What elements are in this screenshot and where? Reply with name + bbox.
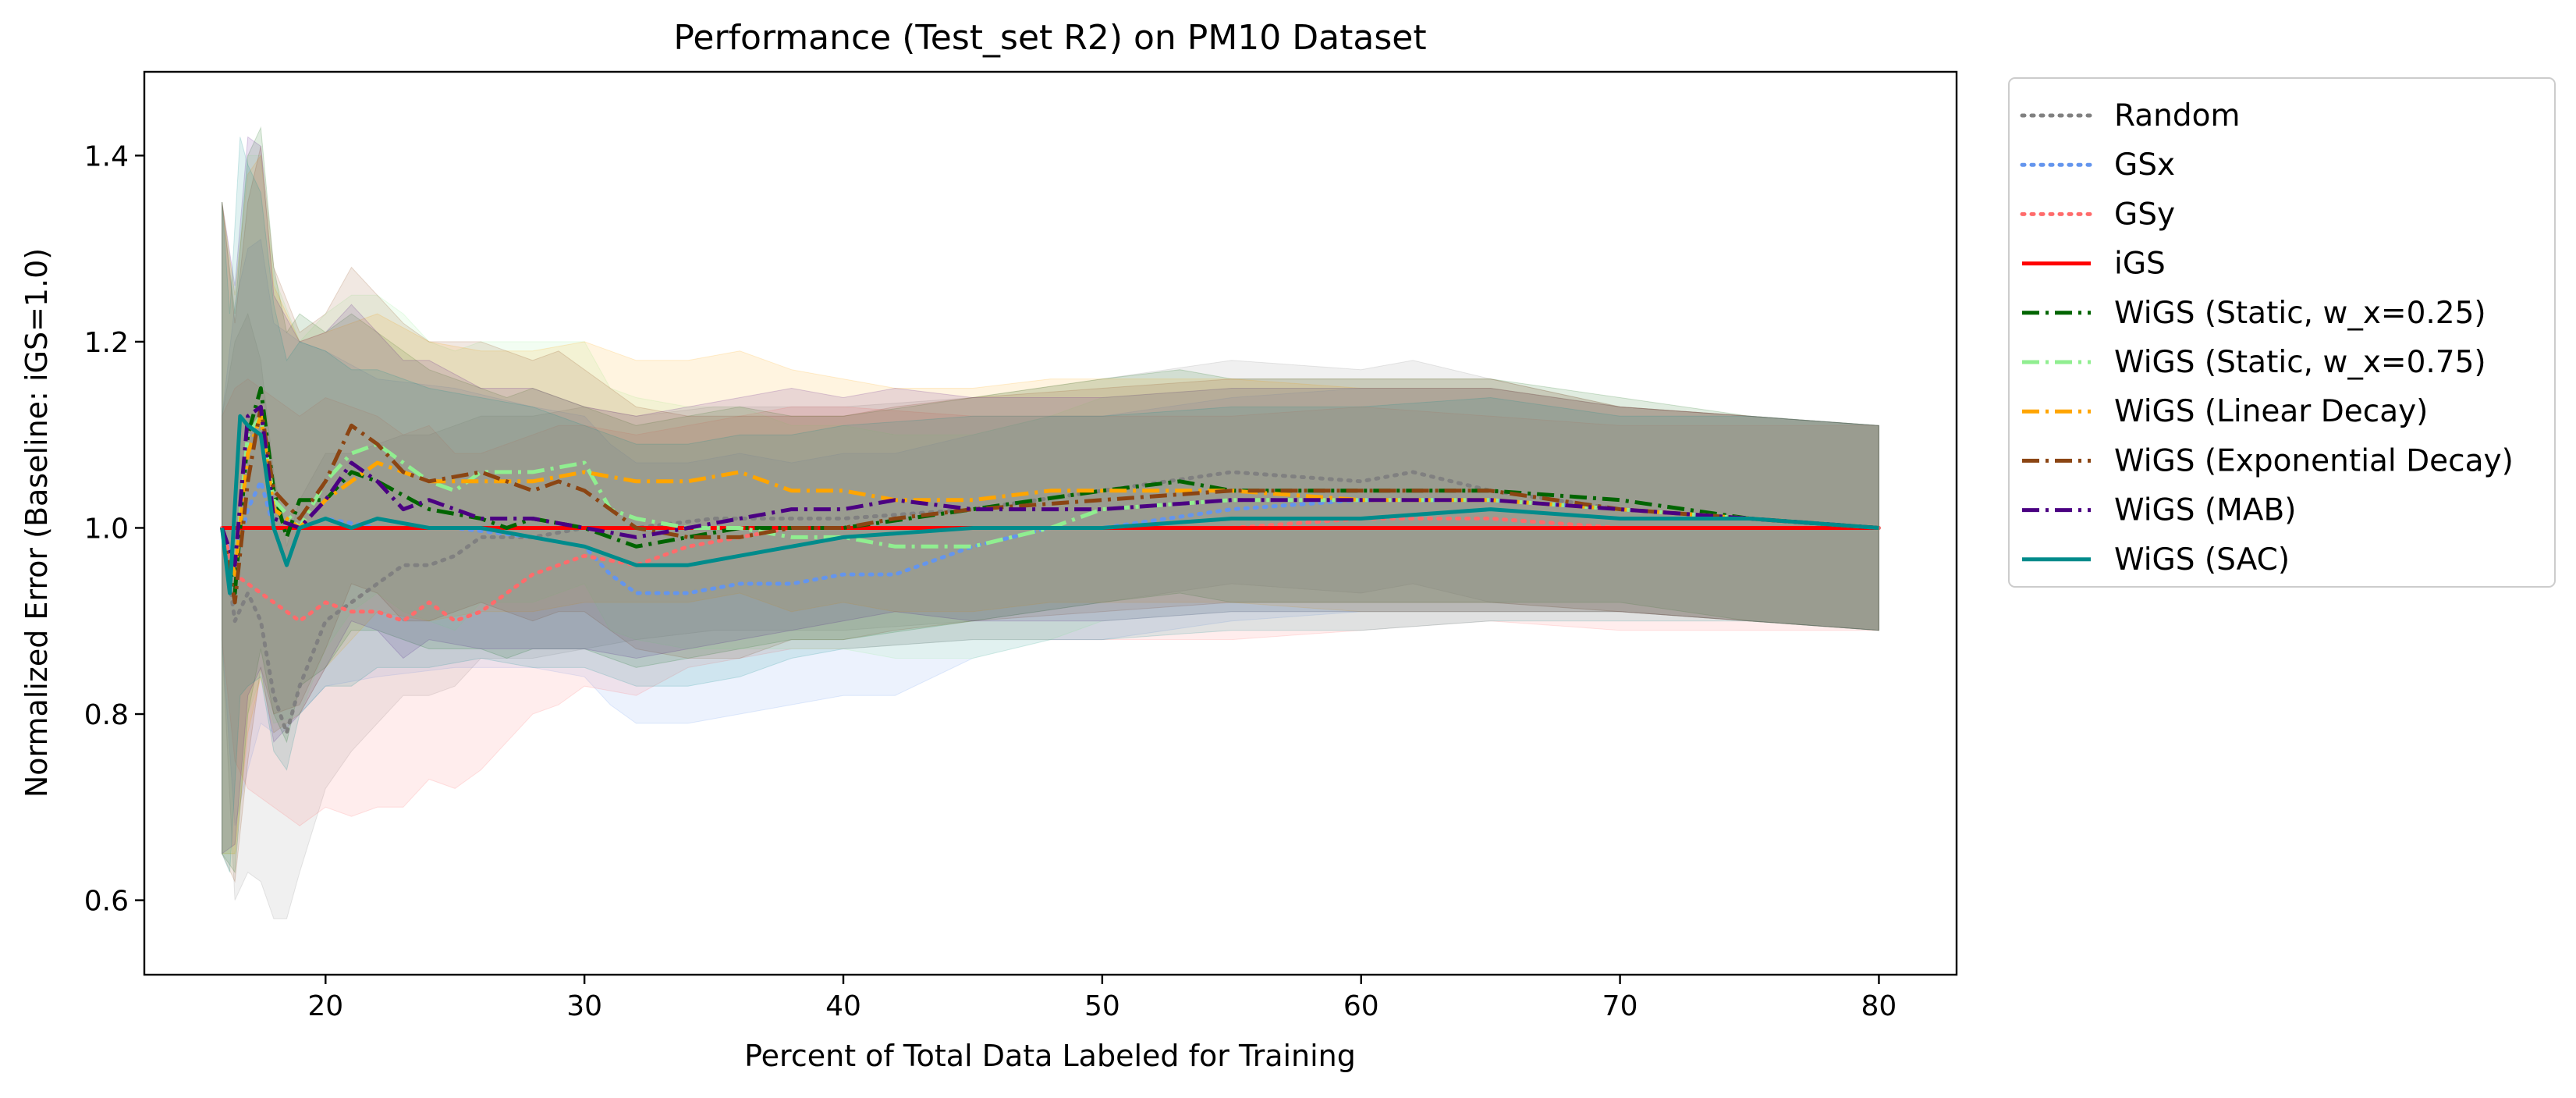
series-line-wigs-exponential-decay [220, 404, 1879, 605]
series-line-wigs-mab [220, 404, 1879, 567]
series-line-random [220, 470, 1881, 735]
variability-bands [222, 126, 1879, 919]
legend-label-gsy: GSy [2114, 197, 2175, 232]
plot-area [143, 70, 1958, 976]
y-tick-label: 1.0 [84, 513, 129, 545]
x-axis-label: Percent of Total Data Labeled for Traini… [744, 1039, 1356, 1073]
chart-title: Performance (Test_set R2) on PM10 Datase… [673, 18, 1426, 58]
band-wigs-linear-decay [222, 155, 1879, 855]
series-lines [220, 386, 1881, 735]
legend-label-wigs-static-w-x-0-75: WiGS (Static, w_x=0.75) [2114, 345, 2486, 380]
x-tick-label: 60 [1343, 990, 1379, 1022]
y-tick-label: 0.8 [84, 699, 129, 731]
legend-box [2008, 77, 2556, 588]
y-tick-label: 1.2 [84, 327, 129, 359]
x-axis: 20 30 40 50 60 70 80 [307, 975, 1897, 1022]
y-tick-label: 1.4 [84, 140, 129, 172]
x-tick-label: 40 [825, 990, 861, 1022]
series-line-wigs-sac [220, 414, 1879, 595]
series-line-wigs-linear-decay [220, 414, 1879, 577]
legend-label-wigs-static-w-x-0-25: WiGS (Static, w_x=0.25) [2114, 296, 2486, 331]
series-line-gsy [220, 517, 1881, 624]
x-tick-label: 70 [1602, 990, 1638, 1022]
legend-label-random: Random [2114, 98, 2240, 133]
y-axis: 0.6 0.8 1.0 1.2 1.4 [84, 140, 144, 918]
band-gsx [222, 238, 1879, 826]
legend-label-wigs-exponential-decay: WiGS (Exponential Decay) [2114, 443, 2514, 478]
x-tick-label: 50 [1084, 990, 1120, 1022]
series-line-gsx [220, 479, 1881, 595]
legend-label-wigs-mab: WiGS (MAB) [2114, 493, 2296, 528]
band-wigs-sac [222, 137, 1879, 872]
legend-label-igs: iGS [2114, 247, 2166, 282]
x-tick-label: 30 [566, 990, 602, 1022]
x-tick-label: 20 [307, 990, 343, 1022]
x-tick-label: 80 [1861, 990, 1897, 1022]
legend-label-wigs-linear-decay: WiGS (Linear Decay) [2114, 394, 2428, 429]
y-tick-label: 0.6 [84, 886, 129, 918]
band-random [222, 312, 1879, 919]
legend-label-gsx: GSx [2114, 147, 2175, 183]
legend-items: Random GSx GSy iGS WiGS (Static, w_x=0.25) Wi… [2020, 98, 2514, 577]
y-axis-label: Normalized Error (Baseline: iGS=1.0) [20, 248, 54, 798]
band-wigs-mab [222, 136, 1879, 855]
legend-label-wigs-sac: WiGS (SAC) [2114, 542, 2290, 577]
band-wigs-exponential-decay [222, 146, 1879, 883]
legend: Random GSx GSy iGS WiGS (Static, w_x=0.25) Wi… [2008, 77, 2556, 588]
